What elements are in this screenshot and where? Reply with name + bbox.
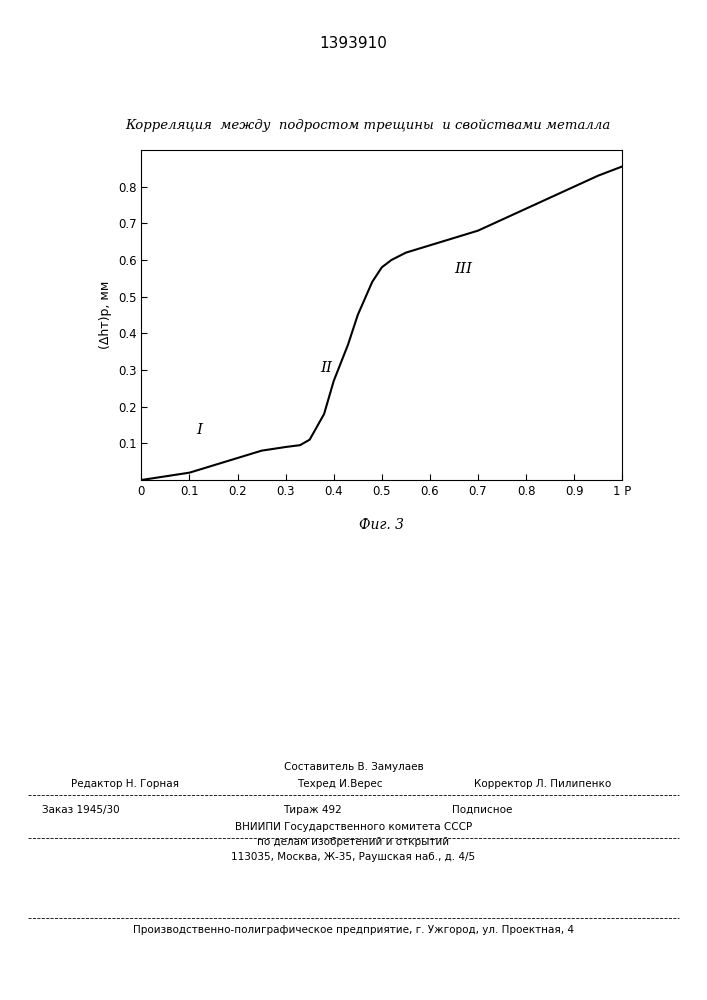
Text: III: III — [455, 262, 472, 276]
Text: Техред И.Верес: Техред И.Верес — [297, 779, 382, 789]
Text: II: II — [320, 361, 332, 375]
Text: Тираж 492: Тираж 492 — [283, 805, 341, 815]
Text: Производственно-полиграфическое предприятие, г. Ужгород, ул. Проектная, 4: Производственно-полиграфическое предприя… — [133, 925, 574, 935]
Y-axis label: (Δhт)р, мм: (Δhт)р, мм — [100, 281, 112, 349]
Text: Подписное: Подписное — [452, 805, 513, 815]
Text: Заказ 1945/30: Заказ 1945/30 — [42, 805, 120, 815]
Text: Редактор Н. Горная: Редактор Н. Горная — [71, 779, 179, 789]
Text: Составитель В. Замулаев: Составитель В. Замулаев — [284, 762, 423, 772]
Text: по делам изобретений и открытий: по делам изобретений и открытий — [257, 837, 450, 847]
Text: Корректор Л. Пилипенко: Корректор Л. Пилипенко — [474, 779, 611, 789]
Text: 1393910: 1393910 — [320, 35, 387, 50]
Text: Корреляция  между  подростом трещины  и свойствами металла: Корреляция между подростом трещины и сво… — [125, 118, 610, 131]
Text: ВНИИПИ Государственного комитета СССР: ВНИИПИ Государственного комитета СССР — [235, 822, 472, 832]
Text: Фиг. 3: Фиг. 3 — [359, 518, 404, 532]
Text: I: I — [196, 424, 202, 438]
Text: 113035, Москва, Ж-35, Раушская наб., д. 4/5: 113035, Москва, Ж-35, Раушская наб., д. … — [231, 852, 476, 862]
